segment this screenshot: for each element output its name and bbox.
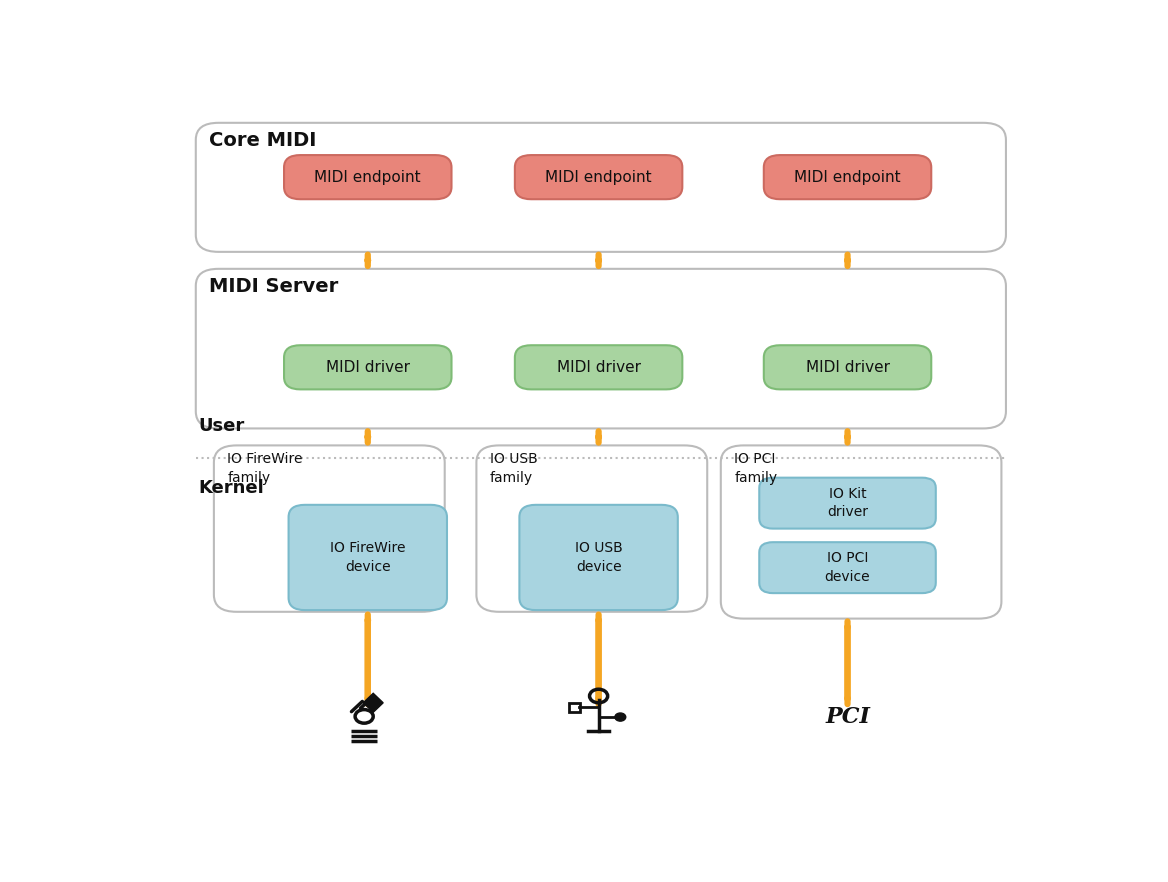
FancyBboxPatch shape — [214, 445, 445, 612]
Text: IO PCI
device: IO PCI device — [825, 551, 870, 584]
Text: IO FireWire
family: IO FireWire family — [228, 452, 303, 484]
Text: MIDI endpoint: MIDI endpoint — [794, 169, 901, 184]
Text: User: User — [199, 417, 245, 435]
Text: IO FireWire
device: IO FireWire device — [331, 542, 405, 573]
Circle shape — [614, 713, 626, 721]
FancyBboxPatch shape — [196, 123, 1006, 252]
Text: IO USB
family: IO USB family — [491, 452, 537, 484]
Text: IO USB
device: IO USB device — [575, 542, 623, 573]
FancyBboxPatch shape — [515, 155, 682, 199]
FancyBboxPatch shape — [515, 345, 682, 389]
Text: MIDI endpoint: MIDI endpoint — [545, 169, 652, 184]
Text: Core MIDI: Core MIDI — [209, 131, 317, 150]
FancyBboxPatch shape — [284, 345, 452, 389]
Text: IO PCI
family: IO PCI family — [735, 452, 778, 484]
FancyBboxPatch shape — [284, 155, 452, 199]
Text: IO Kit
driver: IO Kit driver — [827, 487, 868, 519]
FancyBboxPatch shape — [477, 445, 708, 612]
FancyBboxPatch shape — [721, 445, 1001, 618]
Text: PCI: PCI — [825, 706, 870, 728]
Text: Kernel: Kernel — [199, 480, 264, 497]
Text: MIDI driver: MIDI driver — [326, 360, 410, 375]
FancyBboxPatch shape — [288, 505, 447, 610]
FancyBboxPatch shape — [759, 542, 936, 593]
FancyBboxPatch shape — [764, 155, 931, 199]
Text: MIDI Server: MIDI Server — [209, 277, 339, 296]
Text: MIDI endpoint: MIDI endpoint — [314, 169, 422, 184]
Text: MIDI driver: MIDI driver — [806, 360, 890, 375]
FancyBboxPatch shape — [764, 345, 931, 389]
FancyBboxPatch shape — [520, 505, 677, 610]
Polygon shape — [363, 693, 383, 713]
Text: MIDI driver: MIDI driver — [557, 360, 640, 375]
FancyBboxPatch shape — [196, 269, 1006, 429]
FancyBboxPatch shape — [759, 478, 936, 528]
Bar — [569, 703, 580, 712]
